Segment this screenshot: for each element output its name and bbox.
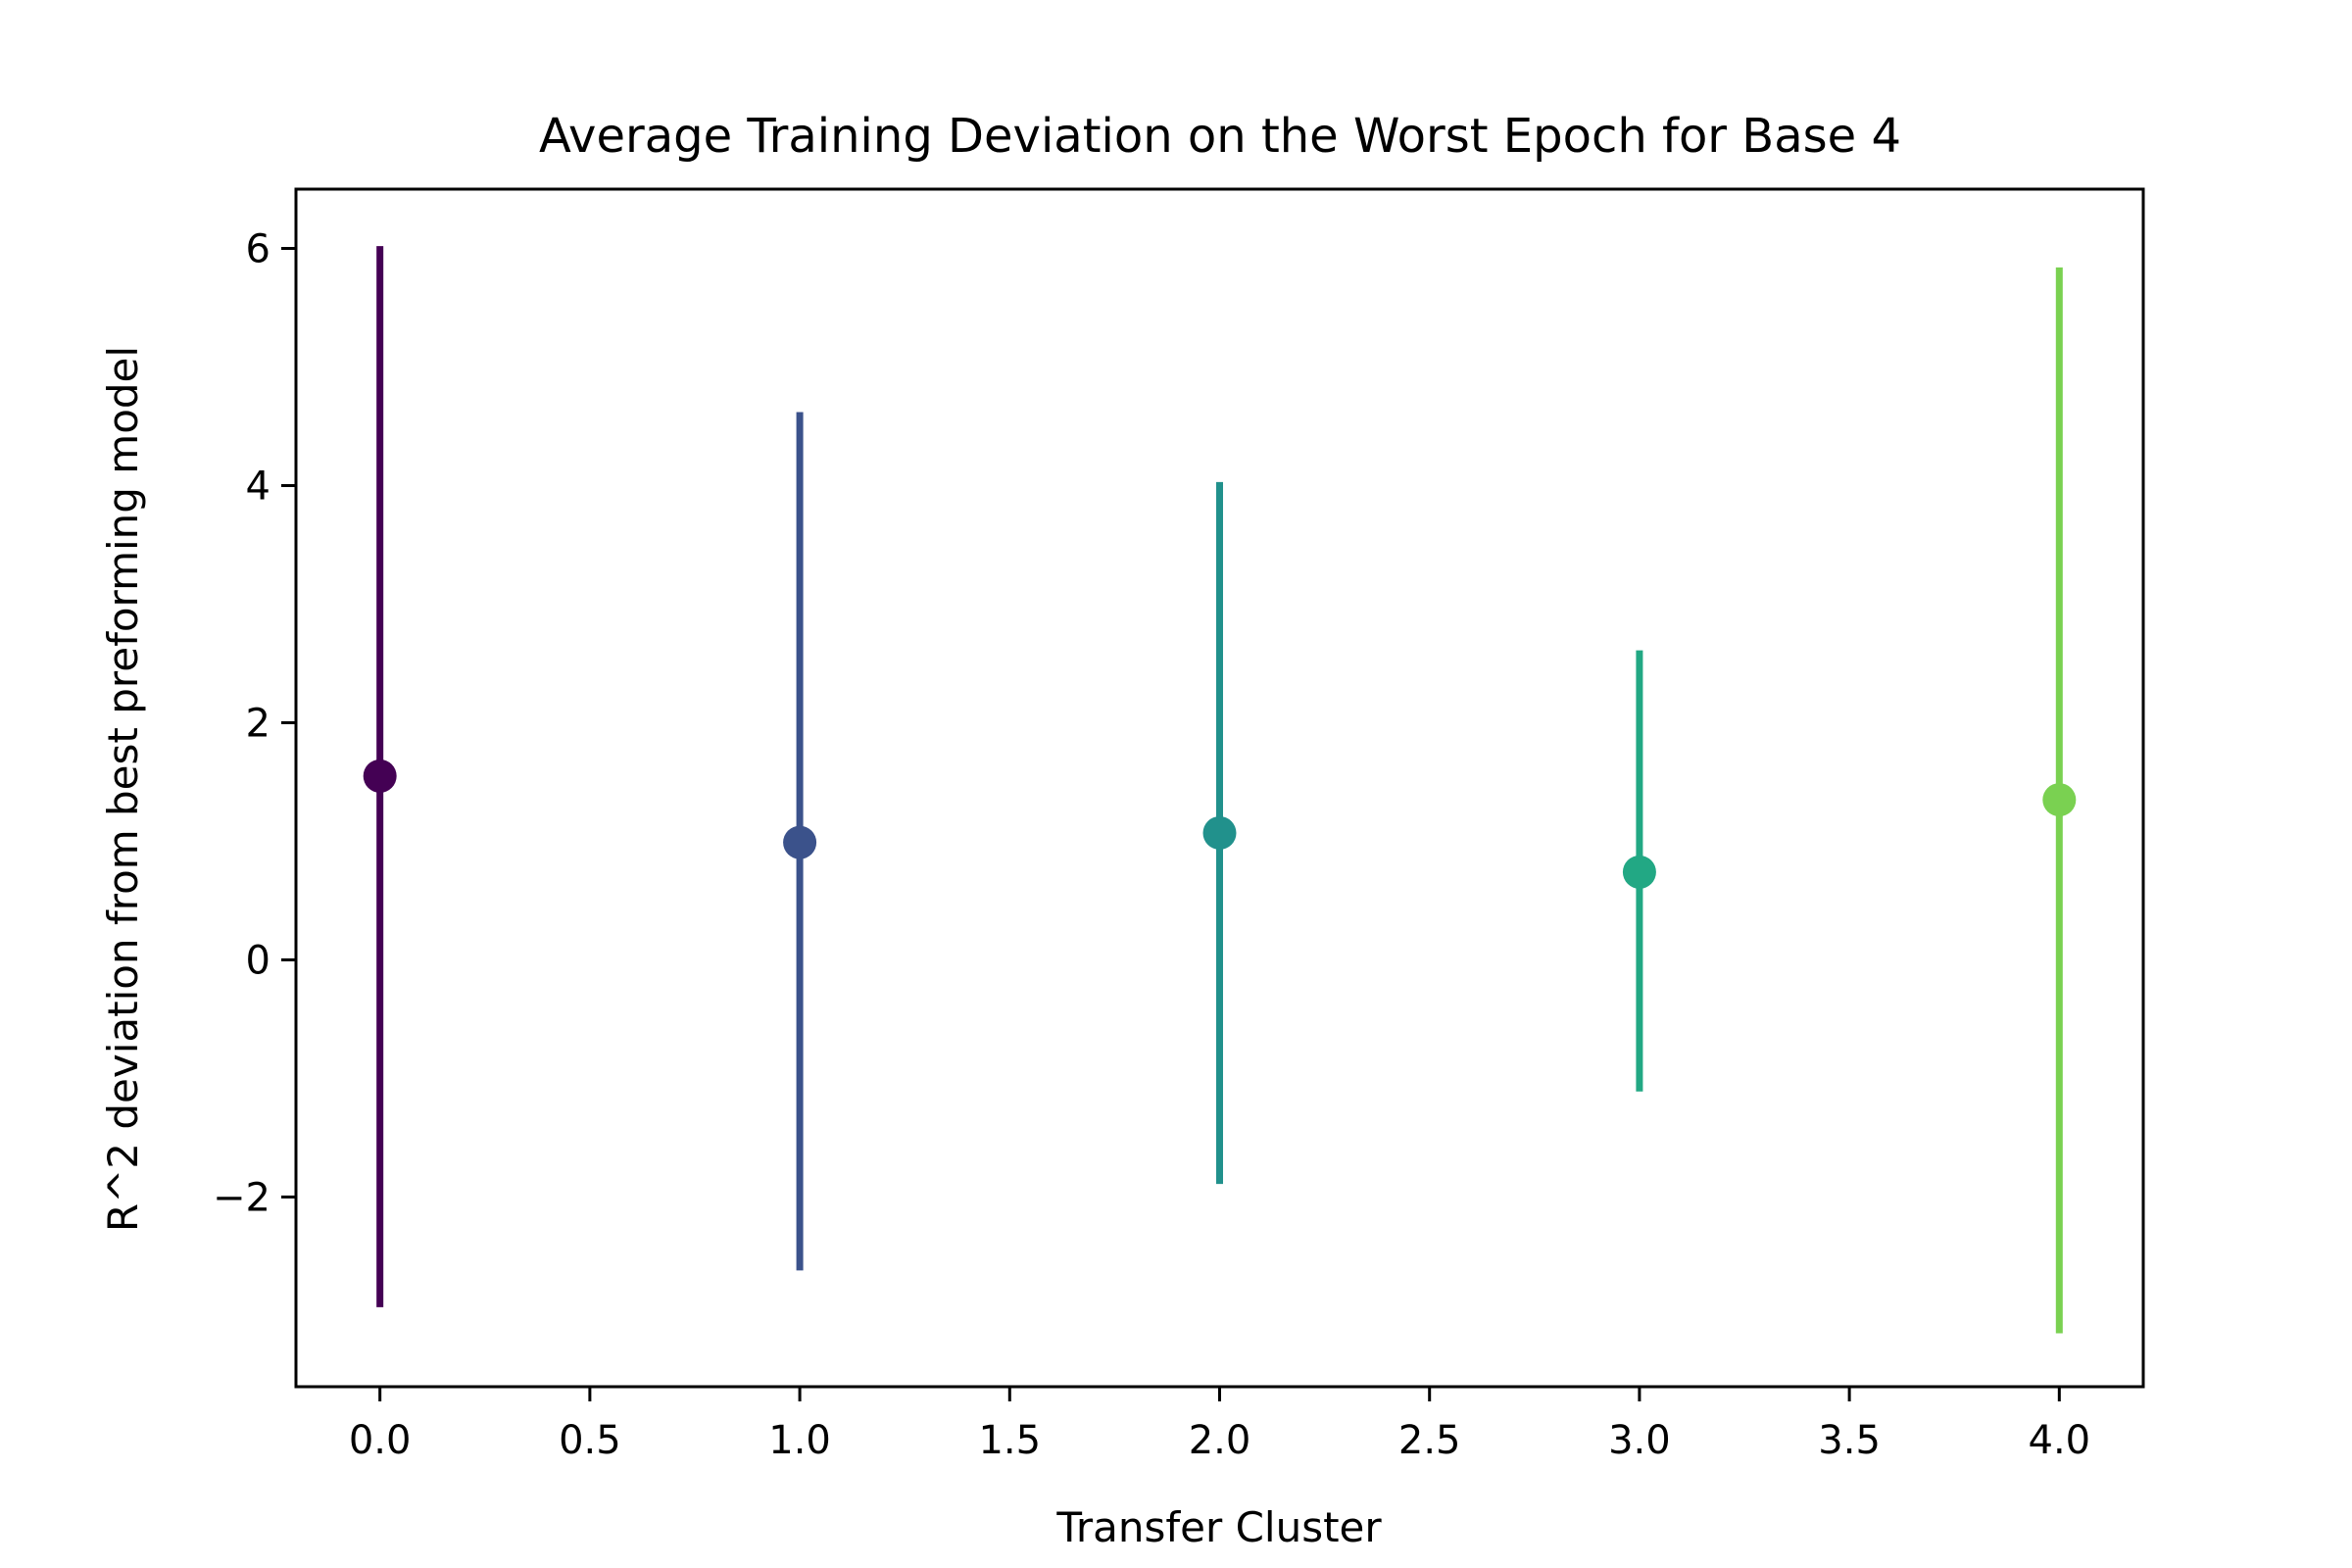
x-tick-label: 3.0 [1608,1418,1671,1463]
data-point-1 [783,825,817,859]
x-axis-ticks: 0.0 0.5 1.0 1.5 2.0 2.5 3.0 3.5 4.0 [349,1387,2090,1463]
plot-marks [363,246,2077,1334]
x-tick-label: 4.0 [2029,1418,2091,1463]
x-tick-label: 3.5 [1818,1418,1881,1463]
x-tick-label: 1.0 [768,1418,831,1463]
y-tick-label: 2 [246,701,270,746]
data-point-2 [1202,815,1237,850]
y-tick-label: 0 [246,938,270,983]
y-axis-ticks: −2 0 2 4 6 [213,226,296,1220]
y-tick-label: 6 [246,226,270,271]
data-point-0 [363,759,397,793]
y-tick-label: −2 [213,1175,270,1220]
y-axis-label: R^2 deviation from best preforming model [99,346,147,1232]
data-point-3 [1622,855,1656,889]
x-tick-label: 2.5 [1398,1418,1461,1463]
x-tick-label: 2.0 [1189,1418,1251,1463]
y-tick-label: 4 [246,464,270,509]
x-tick-label: 0.0 [349,1418,412,1463]
x-axis-label: Transfer Cluster [1055,1503,1382,1551]
chart-title: Average Training Deviation on the Worst … [539,109,1901,164]
data-point-4 [2042,783,2077,817]
x-tick-label: 0.5 [559,1418,621,1463]
x-tick-label: 1.5 [978,1418,1041,1463]
